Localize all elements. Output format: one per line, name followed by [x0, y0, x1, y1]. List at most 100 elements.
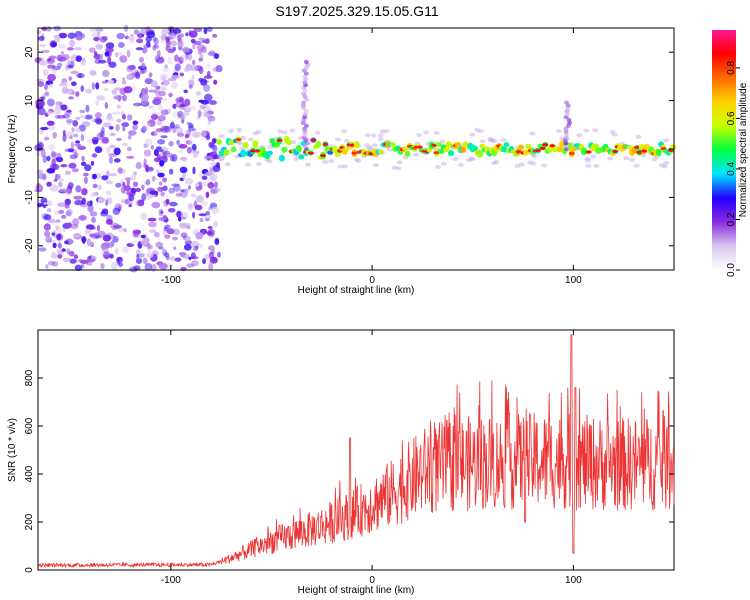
noise-blob: [161, 67, 170, 73]
noise-blob: [127, 65, 135, 70]
ridge-burst: [305, 141, 311, 146]
noise-blob: [203, 27, 208, 35]
noise-blob: [94, 117, 98, 123]
ridge-segment: [402, 146, 409, 151]
noise-blob: [105, 199, 109, 206]
noise-blob: [42, 26, 47, 32]
noise-blob: [62, 134, 67, 142]
ridge-burst: [303, 123, 309, 128]
noise-blob: [180, 232, 188, 238]
noise-blob: [74, 200, 84, 206]
noise-blob: [117, 167, 123, 174]
ridge-haze: [240, 135, 247, 140]
noise-blob: [205, 38, 210, 44]
noise-blob: [217, 251, 221, 258]
noise-blob: [149, 166, 153, 171]
noise-blob: [79, 109, 86, 114]
ridge-haze: [439, 139, 446, 144]
noise-blob: [123, 86, 133, 94]
noise-blob: [180, 54, 188, 62]
noise-blob: [185, 63, 193, 71]
ridge-haze: [293, 156, 300, 161]
noise-blob: [165, 39, 171, 47]
noise-blob: [179, 166, 188, 174]
noise-blob: [184, 98, 191, 107]
noise-blob: [97, 184, 102, 191]
ridge-haze: [452, 157, 459, 161]
noise-blob: [198, 99, 205, 103]
noise-blob: [56, 102, 60, 110]
ridge-haze: [469, 132, 476, 137]
spectrogram-noise-region: [34, 24, 223, 273]
noise-blob: [135, 249, 141, 255]
noise-blob: [102, 122, 112, 128]
noise-blob: [60, 164, 68, 168]
noise-blob: [75, 116, 81, 120]
noise-blob: [56, 115, 66, 119]
noise-blob: [143, 237, 150, 244]
noise-blob: [188, 203, 193, 210]
noise-blob: [91, 136, 99, 144]
noise-blob: [127, 35, 136, 41]
noise-blob: [109, 253, 114, 259]
noise-blob: [80, 161, 87, 166]
noise-blob: [92, 183, 98, 189]
ridge-haze: [457, 162, 464, 167]
noise-blob: [207, 51, 216, 57]
noise-blob: [175, 100, 184, 108]
noise-blob: [193, 200, 198, 208]
noise-blob: [57, 178, 65, 182]
noise-blob: [48, 83, 53, 88]
noise-blob: [137, 241, 143, 249]
noise-blob: [108, 61, 117, 68]
ridge-haze: [322, 159, 329, 164]
noise-blob: [113, 224, 122, 229]
ridge-haze: [341, 164, 348, 169]
noise-blob: [95, 82, 100, 90]
noise-blob: [207, 120, 212, 126]
noise-blob: [68, 76, 73, 81]
ridge-peak: [612, 150, 619, 153]
noise-blob: [213, 221, 218, 228]
noise-blob: [210, 174, 218, 181]
noise-blob: [135, 199, 143, 207]
noise-blob: [123, 185, 131, 192]
noise-blob: [40, 150, 46, 158]
noise-blob: [78, 214, 87, 221]
noise-blob: [81, 155, 85, 162]
noise-blob: [64, 204, 70, 209]
noise-blob: [162, 214, 168, 221]
noise-blob: [91, 217, 96, 223]
noise-blob: [145, 188, 150, 196]
noise-blob: [147, 105, 154, 110]
noise-blob: [211, 206, 220, 214]
noise-blob: [192, 245, 198, 252]
noise-blob: [168, 187, 175, 194]
noise-blob: [42, 69, 49, 77]
noise-blob: [35, 184, 44, 192]
noise-blob: [77, 145, 87, 150]
noise-blob: [168, 92, 173, 98]
ridge-haze: [364, 133, 371, 138]
noise-blob: [126, 146, 132, 152]
noise-blob: [160, 135, 168, 139]
noise-blob: [178, 149, 184, 153]
noise-blob: [85, 228, 92, 234]
noise-blob: [204, 111, 210, 118]
spec-xtick-label: -100: [161, 275, 181, 286]
noise-blob: [43, 230, 51, 237]
noise-blob: [128, 134, 132, 140]
ridge-haze: [530, 161, 537, 166]
noise-blob: [80, 134, 85, 142]
noise-blob: [101, 175, 109, 181]
ridge-haze: [412, 152, 419, 157]
noise-blob: [164, 64, 168, 69]
noise-blob: [149, 190, 159, 196]
ridge-segment: [257, 151, 264, 158]
noise-blob: [167, 57, 173, 65]
noise-blob: [157, 114, 166, 122]
noise-blob: [158, 208, 164, 217]
noise-blob: [81, 236, 87, 243]
noise-blob: [100, 263, 105, 269]
